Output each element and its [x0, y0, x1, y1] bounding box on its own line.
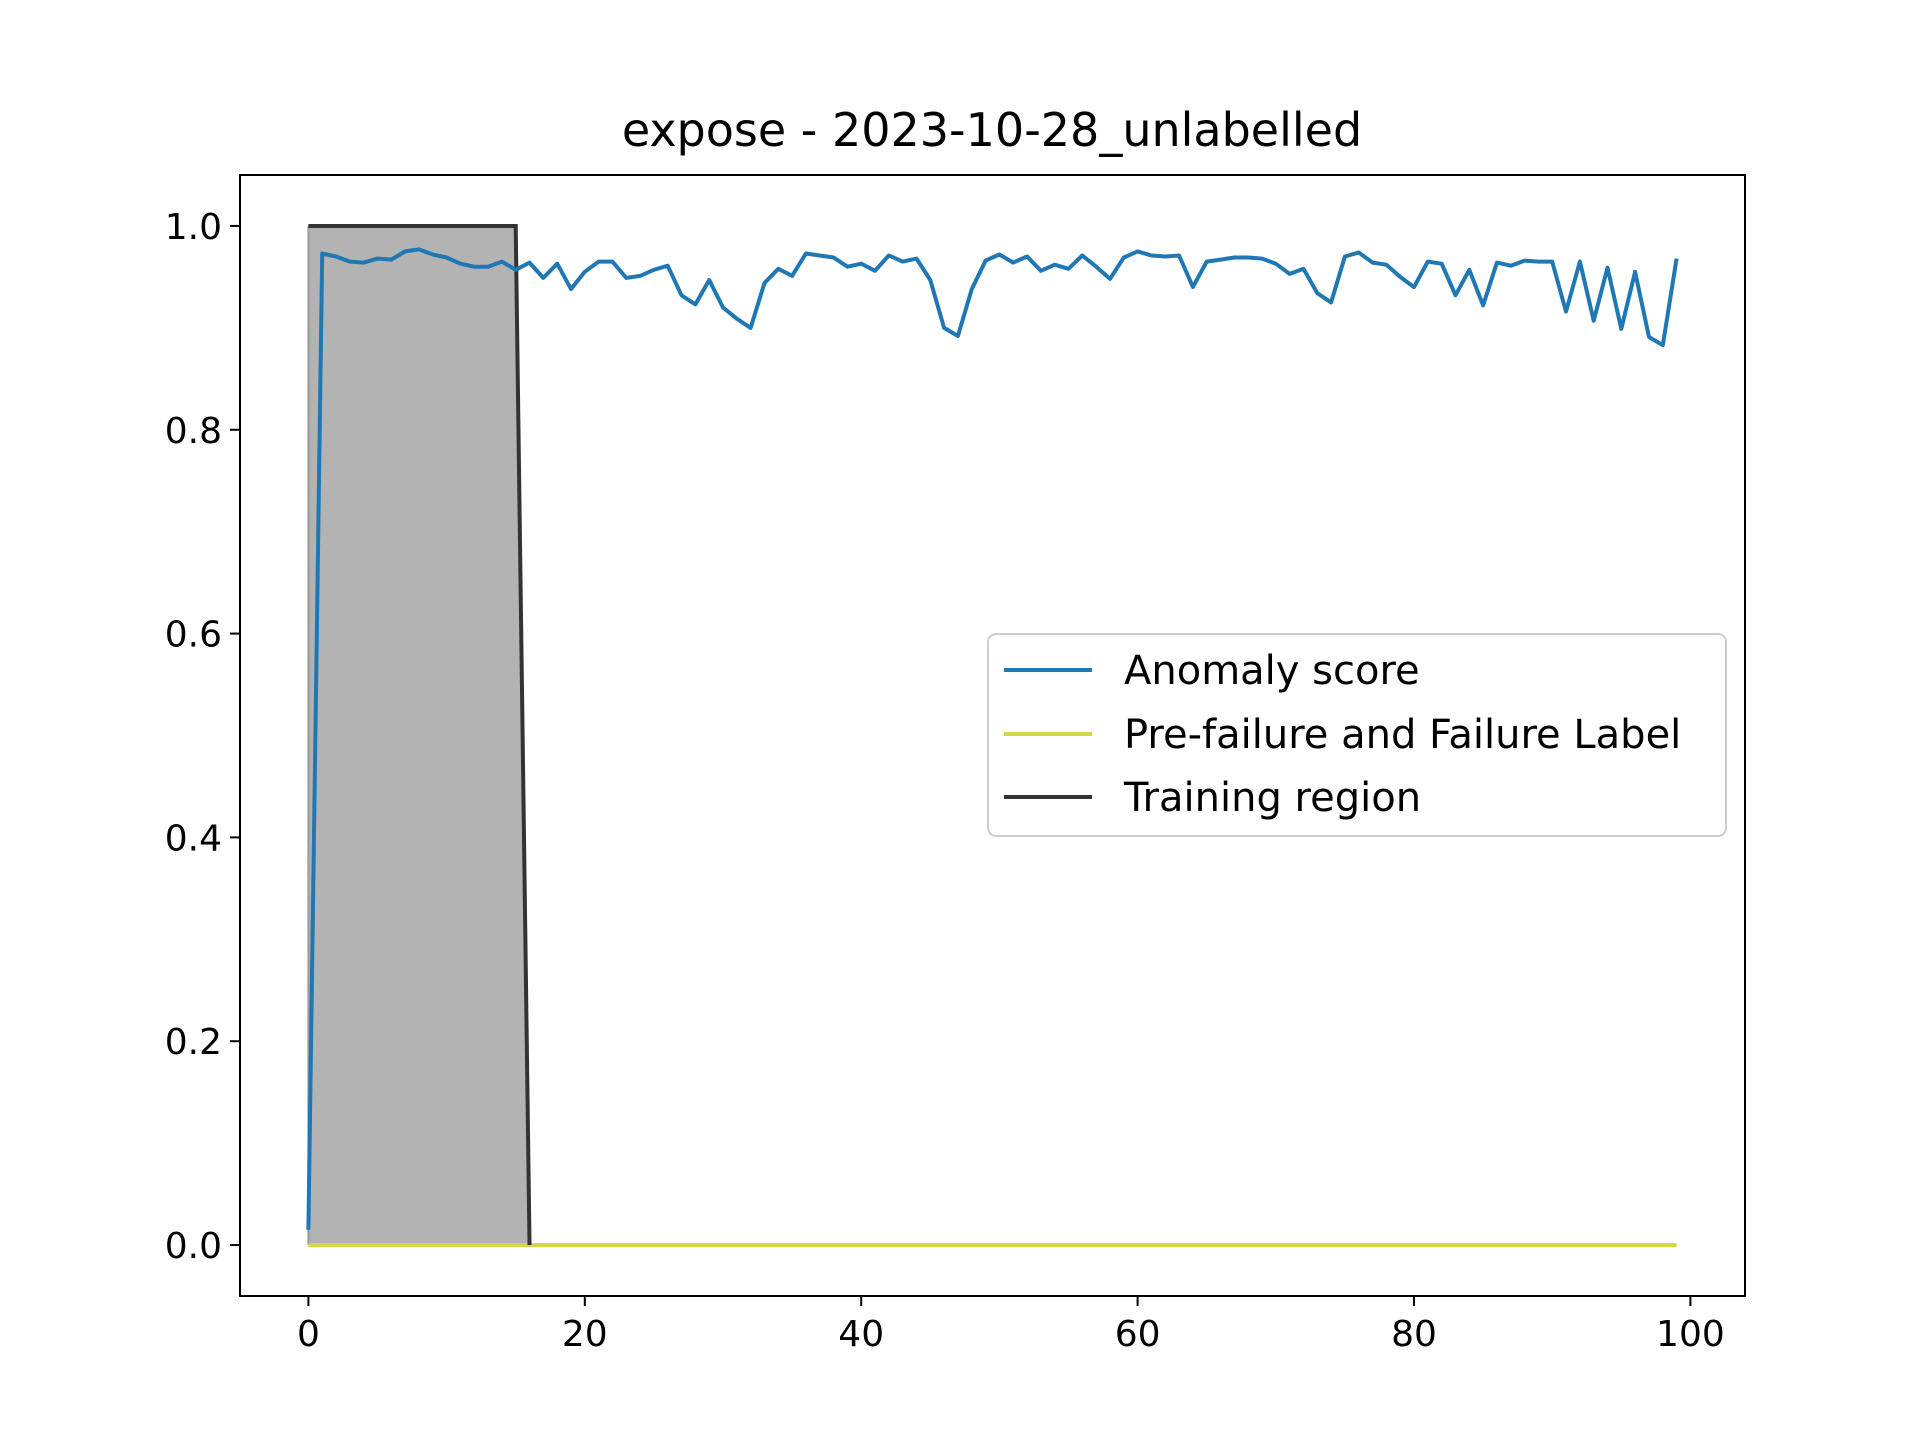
x-tick-label: 20: [562, 1314, 608, 1355]
y-tick-label: 0.8: [165, 411, 222, 452]
y-tick-label: 0.2: [165, 1022, 222, 1063]
legend-box: [987, 633, 1727, 837]
plot-frame: [239, 174, 1746, 1297]
legend: Anomaly score Pre-failure and Failure La…: [987, 633, 1727, 837]
series-line-anomaly-score: [306, 247, 1679, 1230]
x-tick-label: 60: [1115, 1314, 1161, 1355]
series-line-training-region: [308, 223, 532, 1246]
training-region-fill: [308, 225, 530, 1246]
y-tick-label: 1.0: [165, 207, 222, 248]
y-tick-label: 0.6: [165, 615, 222, 656]
y-axis: 0.0 0.2 0.4 0.6 0.8 1.0: [165, 207, 240, 1267]
legend-label-training-region: Training region: [1123, 775, 1421, 821]
x-tick-label: 100: [1656, 1314, 1725, 1355]
plot-area: [306, 223, 1679, 1248]
x-tick-label: 40: [838, 1314, 884, 1355]
legend-label-anomaly-score: Anomaly score: [1124, 648, 1420, 694]
y-tick-label: 0.0: [165, 1226, 222, 1267]
x-axis: 0 20 40 60 80 100: [297, 1296, 1725, 1355]
x-tick-label: 80: [1391, 1314, 1437, 1355]
chart-title: expose - 2023-10-28_unlabelled: [622, 103, 1362, 157]
y-tick-label: 0.4: [165, 818, 222, 859]
x-tick-label: 0: [297, 1314, 320, 1355]
legend-label-pre-failure-label: Pre-failure and Failure Label: [1124, 712, 1681, 758]
